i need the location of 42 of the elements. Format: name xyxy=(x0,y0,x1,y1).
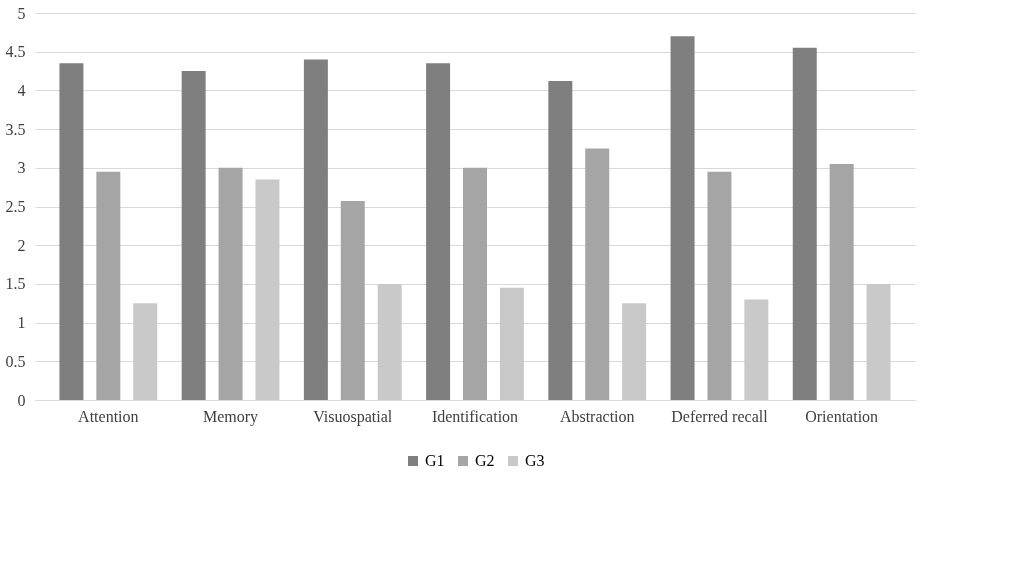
bar xyxy=(707,171,732,400)
bar xyxy=(792,47,817,400)
y-tick-label: 0.5 xyxy=(5,352,26,370)
legend-label: G3 xyxy=(525,452,545,469)
bar xyxy=(96,171,121,400)
bar xyxy=(622,303,647,400)
bar xyxy=(744,299,769,400)
bar xyxy=(670,36,695,400)
y-tick-label: 2 xyxy=(17,236,26,254)
y-tick-label: 3.5 xyxy=(5,120,26,138)
bar xyxy=(426,63,451,400)
y-tick-label: 2.5 xyxy=(5,198,26,215)
x-tick-label: Memory xyxy=(203,407,259,426)
x-tick-label: Abstraction xyxy=(559,407,635,425)
legend-label: G2 xyxy=(475,452,495,469)
y-tick-label: 1 xyxy=(17,314,26,332)
bar xyxy=(585,148,610,400)
bar xyxy=(181,71,206,400)
x-tick-label: Attention xyxy=(78,407,139,425)
bar xyxy=(866,283,891,400)
bar xyxy=(377,283,402,400)
bar xyxy=(133,303,158,400)
y-tick-label: 0 xyxy=(17,391,26,409)
bar xyxy=(340,201,365,400)
y-tick-label: 5 xyxy=(17,4,26,22)
y-tick-label: 4.5 xyxy=(5,43,26,61)
y-tick-label: 4 xyxy=(17,81,26,99)
bar xyxy=(548,81,573,400)
bar xyxy=(463,167,487,400)
bar xyxy=(218,167,243,400)
y-tick-label: 1.5 xyxy=(5,275,26,293)
y-tick-label: 3 xyxy=(17,159,26,177)
bar xyxy=(303,59,328,400)
x-tick-label: Deferred recall xyxy=(671,407,769,425)
bar xyxy=(59,63,84,400)
bar xyxy=(499,287,524,400)
legend-label: G1 xyxy=(425,452,445,469)
bar xyxy=(829,163,854,400)
x-tick-label: Orientation xyxy=(805,407,879,425)
x-tick-label: Visuospatial xyxy=(313,407,393,426)
bar xyxy=(255,179,280,400)
x-tick-label: Identification xyxy=(431,407,519,425)
